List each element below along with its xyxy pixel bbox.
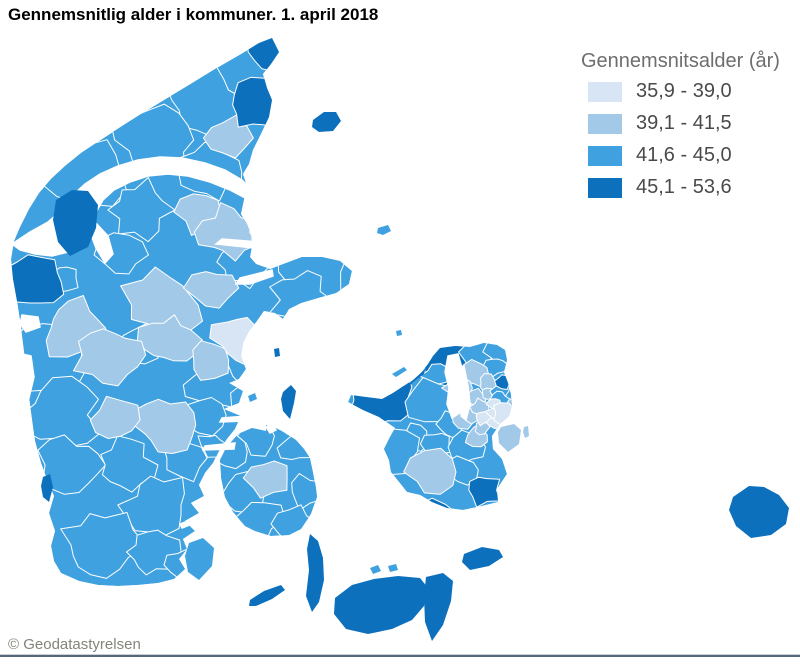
island-fejoe (388, 564, 398, 572)
island-hesseloe (396, 330, 402, 336)
region-esbjerg (37, 434, 107, 495)
island-endelave (248, 393, 257, 402)
attribution: © Geodatastyrelsen (8, 636, 141, 653)
water-horsens-fjord (218, 415, 248, 423)
island-aeroe (249, 585, 285, 606)
region-haderslev (117, 475, 185, 536)
island-sjaellands-odde (406, 367, 426, 388)
landmass-jutland (11, 38, 352, 586)
water-odense-fjord (264, 423, 278, 434)
region-skanderborg (192, 340, 230, 381)
legend-label-class1: 35,9 - 39,0 (636, 80, 732, 102)
island-moen (462, 547, 503, 570)
region-lemvig (11, 254, 65, 304)
landmass-zealand (348, 343, 512, 510)
island-anholt (377, 225, 391, 235)
island-amager (498, 424, 521, 452)
legend-row: 39,1 - 41,5 (588, 112, 780, 135)
island-als (185, 538, 214, 580)
water-nissum-fjord (19, 314, 41, 333)
legend-swatch-class2 (588, 113, 622, 134)
region-toender (60, 512, 147, 579)
legend-title: Gennemsnitsalder (år) (581, 50, 780, 72)
island-samsoe (281, 385, 296, 419)
legend-row: 41,6 - 45,0 (588, 144, 780, 167)
region-vejen (100, 435, 159, 493)
island-femoe (370, 565, 381, 574)
region-stevns (468, 476, 501, 508)
legend-label-class3: 41,6 - 45,0 (636, 144, 732, 166)
bottom-divider (0, 654, 800, 657)
landmass-funen (220, 425, 317, 536)
island-mors (53, 190, 98, 256)
legend-row: 45,1 - 53,6 (588, 176, 780, 199)
legend: Gennemsnitsalder (år) 35,9 - 39,0 39,1 -… (581, 50, 780, 208)
water-mariager-fjord (214, 238, 274, 251)
island-langeland (306, 534, 324, 612)
island-fanoe (41, 474, 53, 502)
region-svendborg (270, 504, 317, 536)
region-nordfyns (237, 425, 275, 457)
region-herning (73, 328, 147, 387)
water-aabenraa-fjord (178, 517, 198, 529)
water-vejle-fjord (201, 442, 236, 451)
region-koebenhavn (493, 402, 512, 426)
island-falster (424, 573, 453, 641)
region-nyborg (291, 473, 317, 511)
water-ringkoebing-fjord (14, 352, 35, 399)
legend-swatch-class4 (588, 177, 622, 198)
region-billund (89, 395, 141, 439)
water-randers-fjord (234, 269, 274, 285)
region-silkeborg (136, 314, 203, 362)
legend-row: 35,9 - 39,0 (588, 80, 780, 103)
island-saltholm (523, 426, 529, 438)
legend-label-class4: 45,1 - 53,6 (636, 176, 732, 198)
region-favrskov (183, 271, 240, 309)
region-vesthimmerland (107, 177, 176, 243)
island-bornholm (729, 486, 789, 538)
island-sejeroe (392, 367, 407, 377)
island-roemoe (54, 549, 61, 563)
legend-swatch-class1 (588, 81, 622, 102)
page-title: Gennemsnitlig alder i kommuner. 1. april… (8, 5, 379, 24)
island-laesoe (312, 112, 341, 132)
island-tunoe (274, 348, 280, 357)
island-lolland (334, 576, 428, 634)
legend-label-class2: 39,1 - 41,5 (636, 112, 732, 134)
region-frederikshavn (232, 76, 286, 128)
region-naestved (403, 447, 457, 495)
legend-swatch-class3 (588, 145, 622, 166)
region-kalundborg (349, 371, 413, 426)
region-odense (242, 460, 288, 499)
water-roskilde-fjord (457, 364, 471, 422)
